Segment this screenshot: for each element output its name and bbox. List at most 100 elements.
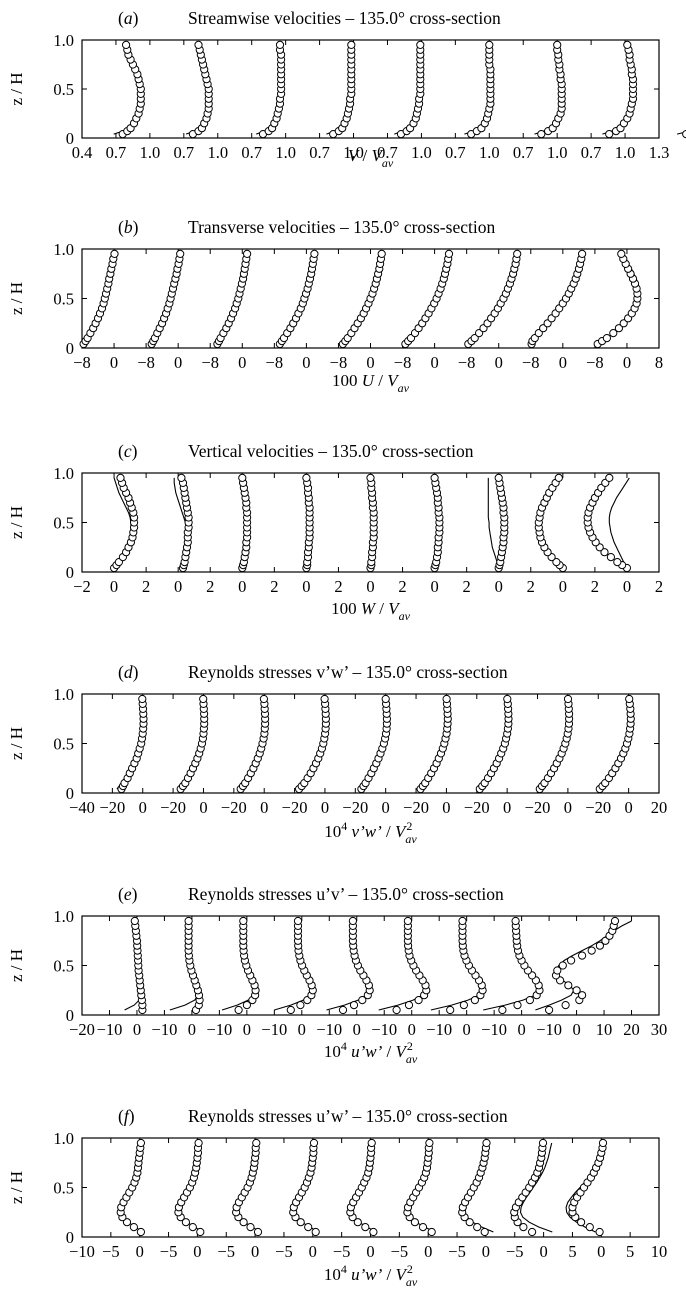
x-tick-label: −10: [371, 1020, 397, 1039]
station-5: [357, 694, 391, 794]
measured-point: [609, 329, 618, 338]
measured-point: [194, 1138, 203, 1148]
measured-point: [545, 1005, 554, 1015]
y-tick-label: 0.5: [53, 957, 74, 976]
measured-point: [470, 334, 479, 343]
station-8: [534, 473, 567, 573]
x-tick-label: 0: [174, 577, 182, 596]
x-tick-label: −5: [217, 1242, 235, 1261]
x-tick-label: 0: [302, 353, 310, 372]
station-1: [124, 916, 147, 1015]
measured-point: [242, 1001, 251, 1010]
x-tick-label: 0: [482, 1242, 490, 1261]
x-tick-label: 5: [568, 1242, 576, 1261]
model-line: [608, 477, 630, 569]
x-tick-label: 0: [597, 1242, 605, 1261]
station-8: [602, 40, 638, 139]
x-tick-label: −8: [586, 353, 604, 372]
measured-point: [623, 40, 632, 50]
measured-point: [136, 1138, 145, 1148]
measured-point: [347, 40, 356, 50]
station-9: [593, 249, 642, 349]
measured-point: [537, 130, 546, 139]
measured-point: [130, 916, 139, 926]
x-tick-label: 1.0: [207, 143, 228, 162]
x-tick-label: −10: [261, 1020, 287, 1039]
measured-point: [116, 473, 125, 482]
measured-point: [511, 916, 520, 926]
measured-point: [246, 1223, 255, 1232]
measured-point: [252, 1138, 261, 1148]
y-tick-label: 0.5: [53, 735, 74, 754]
panel-d: (d) Reynolds stresses v’w’ – 135.0° cross…: [7, 662, 667, 846]
measured-point: [587, 946, 596, 955]
measured-point: [404, 1001, 414, 1010]
measured-point: [177, 473, 186, 482]
measured-point: [682, 130, 686, 139]
x-tick-label: −2: [73, 577, 91, 596]
measured-point: [338, 1005, 348, 1015]
station-5: [326, 916, 374, 1015]
x-tick-label: −5: [102, 1242, 120, 1261]
measured-point: [309, 1138, 319, 1148]
x-tick-label: 10: [651, 1242, 668, 1261]
panel-c: (c) Vertical velocities – 135.0° cross-se…: [7, 441, 663, 623]
measured-point: [253, 1227, 263, 1237]
measured-point: [465, 1218, 474, 1227]
measured-point: [196, 1227, 205, 1237]
station-1: [116, 694, 148, 794]
x-tick-label: 2: [527, 577, 535, 596]
station-1: [113, 40, 145, 139]
measured-point: [286, 1005, 295, 1015]
model-line: [676, 131, 686, 135]
measured-point: [553, 966, 562, 975]
x-tick-label: 0.7: [241, 143, 262, 162]
x-tick-label: −40: [69, 798, 95, 817]
x-tick-label: 0: [321, 798, 329, 817]
x-tick-label: 0: [495, 353, 503, 372]
x-tick-label: 0: [503, 798, 511, 817]
station-4: [302, 473, 314, 573]
x-tick-label: 0: [199, 798, 207, 817]
station-4: [274, 916, 317, 1015]
station-1: [110, 473, 139, 573]
measured-point: [614, 324, 624, 333]
x-tick-label: −10: [206, 1020, 232, 1039]
x-tick-label: −20: [160, 798, 186, 817]
measured-point: [293, 916, 303, 926]
station-6: [401, 249, 454, 349]
measured-point: [366, 473, 375, 482]
y-tick-label: 0: [66, 563, 74, 582]
x-tick-label: 0: [110, 577, 118, 596]
panel-b: (b) Transverse velocities – 135.0° cross-…: [7, 217, 663, 395]
measured-point: [578, 951, 587, 960]
x-axis-label: 104 u’w’ / V2 av: [324, 1039, 418, 1066]
x-tick-label: 10: [596, 1020, 613, 1039]
x-tick-label: 0: [133, 1020, 141, 1039]
measured-point: [470, 996, 479, 1005]
y-axis-label: z / H: [7, 1171, 26, 1204]
station-4: [295, 694, 330, 794]
x-tick-label: −10: [69, 1242, 95, 1261]
x-tick-label: −10: [426, 1020, 452, 1039]
measured-point: [617, 249, 626, 258]
x-tick-label: 30: [651, 1020, 668, 1039]
station-6: [416, 694, 452, 794]
x-tick-label: 2: [334, 577, 342, 596]
station-4: [326, 40, 356, 139]
station-5: [366, 473, 378, 573]
x-tick-label: 0: [188, 1020, 196, 1039]
x-tick-label: −5: [160, 1242, 178, 1261]
y-tick-label: 1.0: [53, 240, 74, 259]
panel-e: (e) Reynolds stresses u’v’ – 135.0° cross…: [7, 884, 667, 1066]
measured-point: [403, 916, 412, 926]
station-7: [487, 473, 509, 573]
x-tick-label: 0: [238, 577, 246, 596]
x-tick-label: 2: [591, 577, 599, 596]
x-tick-label: −5: [333, 1242, 351, 1261]
x-tick-label: 0: [309, 1242, 317, 1261]
station-2: [185, 40, 213, 139]
measured-point: [554, 473, 563, 482]
station-7: [464, 249, 522, 349]
panel-title-text: Transverse velocities – 135.0° cross-sec…: [188, 217, 495, 237]
